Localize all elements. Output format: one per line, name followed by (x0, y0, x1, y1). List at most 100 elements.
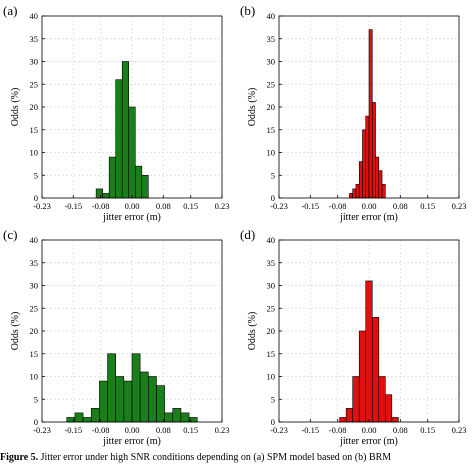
histogram-bar (148, 376, 157, 423)
x-axis-label: jitter error (m) (102, 436, 161, 447)
y-tick-label: 20 (30, 326, 39, 336)
x-tick-label: 0.08 (393, 425, 408, 435)
histogram-bar (131, 353, 141, 423)
histogram-bar (352, 188, 357, 199)
y-tick-label: 35 (30, 258, 39, 268)
panel-label: (c) (3, 227, 17, 242)
y-tick-label: 30 (30, 57, 39, 67)
chart-panel-4: (d) -0.23 -0.15 -0.08 0.00 0.08 0.15 0.23 0 5 10 15… (240, 227, 466, 447)
chart-panel-1: (a) -0.23 -0.15 -0.08 0.00 0.08 0.15 0.23 0 5 10 15… (3, 3, 229, 223)
histogram-bar (134, 165, 143, 199)
histogram-bar (349, 193, 354, 199)
x-tick-label: -0.15 (301, 201, 319, 211)
y-tick-label: 15 (30, 349, 39, 359)
y-tick-label: 30 (267, 281, 276, 291)
x-tick-label: -0.08 (329, 201, 347, 211)
x-tick-label: -0.23 (33, 425, 51, 435)
histogram-bar (352, 376, 360, 423)
histogram-bar (378, 376, 386, 423)
x-tick-label: -0.23 (270, 425, 288, 435)
histogram-bar (172, 408, 182, 423)
histogram-bar (99, 380, 108, 423)
histogram-bar (362, 129, 367, 199)
histogram-bar (74, 412, 84, 423)
x-tick-label: 0.00 (125, 201, 140, 211)
y-tick-label: 40 (267, 235, 276, 245)
y-tick-label: 25 (267, 79, 276, 89)
histogram-bar (375, 156, 380, 199)
y-tick-label: 5 (271, 394, 275, 404)
y-tick-label: 15 (30, 125, 39, 135)
histogram-bar (141, 174, 149, 199)
y-tick-label: 40 (30, 11, 39, 21)
histogram-bar (365, 280, 373, 423)
y-tick-label: 15 (267, 125, 276, 135)
y-tick-label: 35 (267, 258, 276, 268)
figure-canvas: (a) -0.23 -0.15 -0.08 0.00 0.08 0.15 0.23 0 5 10 15… (3, 3, 466, 447)
histogram-bar (381, 184, 386, 199)
x-tick-label: -0.15 (64, 201, 82, 211)
histogram-bar (102, 193, 110, 199)
histogram-bar (139, 371, 149, 423)
y-tick-label: 5 (271, 170, 275, 180)
y-tick-label: 35 (267, 34, 276, 44)
y-tick-label: 25 (30, 303, 39, 313)
y-axis-label: Odds (%) (247, 312, 258, 351)
y-tick-label: 20 (30, 102, 39, 112)
histogram-bar (371, 317, 380, 423)
y-tick-label: 5 (34, 170, 38, 180)
x-tick-label: 0.15 (183, 425, 198, 435)
x-tick-label: 0.15 (420, 201, 435, 211)
x-tick-label: 0.00 (362, 425, 377, 435)
y-tick-label: 30 (30, 281, 39, 291)
x-tick-label: 0.23 (452, 425, 467, 435)
histogram-bar (95, 188, 103, 199)
histogram-bar (164, 412, 174, 423)
y-tick-label: 20 (267, 326, 276, 336)
histogram-bar (368, 29, 373, 199)
y-tick-label: 35 (30, 34, 39, 44)
histogram-bar (115, 79, 123, 199)
panel-label: (a) (3, 3, 17, 18)
histogram-bar (391, 417, 399, 423)
x-tick-label: -0.08 (92, 425, 110, 435)
figure-caption: Figure 5. Jitter error under high SNR co… (0, 448, 474, 467)
y-axis-label: Odds (%) (10, 312, 21, 351)
x-tick-label: 0.00 (362, 201, 377, 211)
y-tick-label: 0 (271, 417, 275, 427)
histogram-bar (355, 184, 360, 199)
chart-panel-2: (b) -0.23 -0.15 -0.08 0.00 0.08 0.15 0.23 0 5 10 15… (240, 3, 466, 223)
histogram-bar (123, 380, 133, 423)
histogram-bar (371, 102, 376, 199)
x-tick-label: 0.23 (215, 425, 230, 435)
histogram-bar (128, 106, 136, 199)
y-tick-label: 10 (30, 372, 39, 382)
y-tick-label: 0 (34, 417, 38, 427)
y-tick-label: 5 (34, 394, 38, 404)
histogram-bar (121, 61, 130, 199)
x-axis-label: jitter error (m) (339, 212, 398, 223)
histogram-bar (365, 115, 370, 199)
y-axis-label: Odds (%) (10, 88, 21, 127)
y-tick-label: 10 (30, 148, 39, 158)
y-tick-label: 10 (267, 372, 276, 382)
histogram-bar (180, 412, 190, 423)
y-tick-label: 25 (267, 303, 276, 313)
x-tick-label: 0.00 (125, 425, 140, 435)
y-tick-label: 30 (267, 57, 276, 67)
caption-text: Jitter error under high SNR conditions d… (38, 452, 392, 463)
histogram-bar (115, 376, 125, 423)
x-tick-label: -0.23 (33, 201, 51, 211)
histogram-bar (156, 385, 165, 423)
y-tick-label: 0 (34, 193, 38, 203)
x-tick-label: 0.15 (420, 425, 435, 435)
y-axis-label: Odds (%) (247, 88, 258, 127)
histogram-bar (82, 417, 92, 423)
y-tick-label: 40 (267, 11, 276, 21)
y-tick-label: 25 (30, 79, 39, 89)
panel-label: (d) (240, 227, 255, 242)
y-tick-label: 15 (267, 349, 276, 359)
histogram-bar (384, 394, 393, 423)
x-tick-label: -0.23 (270, 201, 288, 211)
x-tick-label: 0.08 (156, 201, 171, 211)
